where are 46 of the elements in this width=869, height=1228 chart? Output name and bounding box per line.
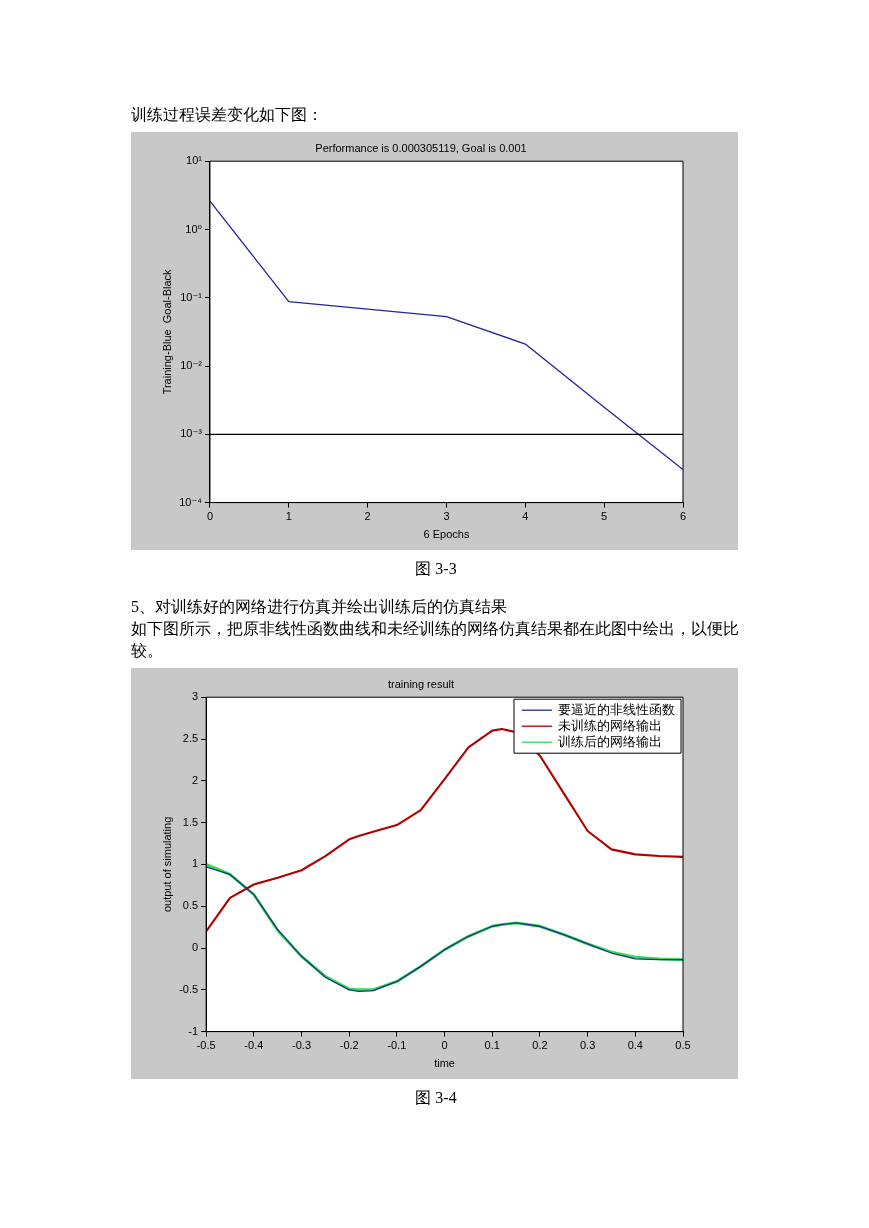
x-tick-label: -0.4 xyxy=(244,1039,264,1052)
chart-title: training result xyxy=(387,677,455,690)
y-tick-label: 3 xyxy=(192,690,199,703)
x-tick-label: -0.2 xyxy=(339,1039,359,1052)
legend-label: 未训练的网络输出 xyxy=(558,717,662,733)
y-tick-label: 10⁻³ xyxy=(180,427,203,440)
x-tick-label: 0.1 xyxy=(484,1039,500,1052)
x-tick-label: -0.1 xyxy=(387,1039,407,1052)
x-tick-label: 0.3 xyxy=(579,1039,596,1052)
caption: 图 3-4 xyxy=(414,1088,458,1108)
x-tick-label: 5 xyxy=(601,510,608,523)
x-axis-title: 6 Epochs xyxy=(423,528,470,541)
y-tick-label: 10⁻² xyxy=(180,359,203,372)
y-axis-title: output of simulating xyxy=(160,816,173,913)
y-tick-label: 1.5 xyxy=(182,815,199,828)
x-tick-label: 0.2 xyxy=(532,1039,548,1052)
y-tick-label: 0.5 xyxy=(182,899,199,912)
x-tick-label: 0 xyxy=(441,1039,448,1052)
x-tick-label: 0.5 xyxy=(675,1039,691,1052)
y-tick-label: 1 xyxy=(192,857,199,870)
x-tick-label: 4 xyxy=(522,510,529,523)
x-tick-label: 1 xyxy=(285,510,292,523)
y-tick-label: 10⁰ xyxy=(185,222,203,235)
x-tick-label: -0.3 xyxy=(292,1039,312,1052)
chart-title: Performance is 0.000305119, Goal is 0.001 xyxy=(315,141,527,154)
y-tick-label: 2.5 xyxy=(182,732,199,745)
y-tick-label: -1 xyxy=(188,1024,199,1037)
x-axis-title: time xyxy=(434,1057,455,1070)
text: 5、对训练好的网络进行仿真并绘出训练后的仿真结果 xyxy=(131,597,508,617)
legend-label: 要逼近的非线性函数 xyxy=(558,701,675,717)
y-tick-label: 10⁻⁴ xyxy=(179,495,203,508)
y-tick-label: 2 xyxy=(192,773,199,786)
x-tick-label: 0 xyxy=(206,510,214,523)
text: 训练过程误差变化如下图： xyxy=(131,105,324,125)
text: 如下图所示，把原非线性函数曲线和未经训练的网络仿真结果都在此图中绘出，以便比较。 xyxy=(131,619,740,661)
y-tick-label: 10¹ xyxy=(186,154,203,167)
y-tick-label: -0.5 xyxy=(179,982,199,995)
y-tick-label: 0 xyxy=(192,941,199,954)
y-axis-title: Training-Blue Goal-Black xyxy=(160,268,173,395)
x-tick-label: 3 xyxy=(443,510,450,523)
caption: 图 3-3 xyxy=(414,559,458,579)
y-tick-label: 10⁻¹ xyxy=(180,290,203,303)
x-tick-label: 0.4 xyxy=(627,1039,643,1052)
legend-label: 训练后的网络输出 xyxy=(558,733,662,749)
x-tick-label: 6 xyxy=(679,510,687,523)
x-tick-label: 2 xyxy=(364,510,371,523)
